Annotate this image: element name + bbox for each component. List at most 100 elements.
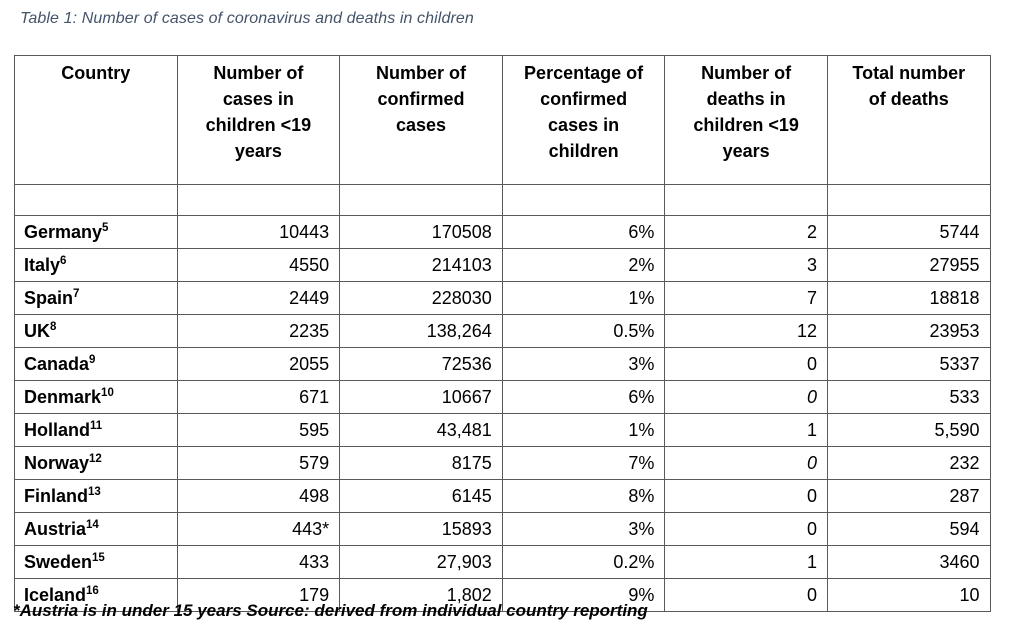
percentage-cell: 8%: [501, 479, 666, 513]
country-cell: Canada9: [14, 347, 178, 381]
cases-in-children-cell: 2449: [176, 281, 341, 315]
cases-in-children-cell: 179: [176, 578, 341, 612]
table-row: Sweden15 433 27,903 0.2% 1 3460: [14, 545, 991, 579]
confirmed-cases-cell: 15893: [339, 512, 503, 546]
deaths-in-children-cell: 0: [664, 446, 828, 480]
reference-superscript: 15: [92, 551, 105, 564]
country-cell: Holland11: [14, 413, 178, 447]
confirmed-cases-cell: 214103: [339, 248, 503, 282]
total-deaths-cell: 5337: [826, 347, 991, 381]
table-row: Austria14 443* 15893 3% 0 594: [14, 512, 991, 546]
col-header-deaths-children: Number of deaths in children <19 years: [664, 55, 828, 185]
country-name: Spain: [24, 287, 74, 308]
deaths-in-children-cell: 0: [664, 380, 828, 414]
total-deaths-cell: 533: [826, 380, 991, 414]
confirmed-cases-cell: 1,802: [339, 578, 503, 612]
country-name: Sweden: [24, 551, 93, 572]
deaths-in-children-cell: 0: [664, 479, 828, 513]
percentage-cell: 3%: [501, 512, 666, 546]
percentage-cell: 0.5%: [501, 314, 666, 348]
country-name: UK: [24, 320, 50, 341]
table-row: Germany5 10443 170508 6% 2 5744: [14, 215, 991, 249]
table-row: UK8 2235 138,264 0.5% 12 23953: [14, 314, 991, 348]
deaths-in-children-cell: 0: [664, 512, 828, 546]
total-deaths-cell: 10: [826, 578, 991, 612]
cases-in-children-cell: 433: [176, 545, 341, 579]
country-cell: Sweden15: [14, 545, 178, 579]
confirmed-cases-cell: 228030: [339, 281, 503, 315]
country-name: Germany: [24, 221, 103, 242]
col-header-confirmed-cases: Number of confirmed cases: [339, 55, 503, 185]
reference-superscript: 8: [50, 320, 57, 333]
reference-superscript: 6: [60, 254, 67, 267]
deaths-in-children-cell: 7: [664, 281, 828, 315]
deaths-in-children-cell: 3: [664, 248, 828, 282]
country-cell: Denmark10: [14, 380, 178, 414]
percentage-cell: 3%: [501, 347, 666, 381]
empty-cell: [14, 184, 178, 216]
deaths-in-children-cell: 0: [664, 578, 828, 612]
country-cell: Norway12: [14, 446, 178, 480]
country-cell: Italy6: [14, 248, 178, 282]
empty-cell: [339, 184, 503, 216]
percentage-cell: 9%: [501, 578, 666, 612]
empty-cell: [826, 184, 991, 216]
country-name: Finland: [24, 485, 88, 506]
total-deaths-cell: 5744: [826, 215, 991, 249]
col-header-country: Country: [14, 55, 178, 185]
country-cell: Iceland16: [14, 578, 178, 612]
cases-in-children-cell: 2235: [176, 314, 341, 348]
reference-superscript: 14: [86, 518, 99, 531]
cases-in-children-cell: 10443: [176, 215, 341, 249]
reference-superscript: 5: [102, 221, 109, 234]
col-header-total-deaths: Total number of deaths: [826, 55, 991, 185]
deaths-in-children-cell: 1: [664, 545, 828, 579]
cases-in-children-cell: 4550: [176, 248, 341, 282]
col-header-cases-children: Number of cases in children <19 years: [176, 55, 341, 185]
percentage-cell: 6%: [501, 380, 666, 414]
total-deaths-cell: 23953: [826, 314, 991, 348]
spacer-row: [14, 184, 991, 216]
total-deaths-cell: 287: [826, 479, 991, 513]
country-name: Denmark: [24, 386, 102, 407]
confirmed-cases-cell: 10667: [339, 380, 503, 414]
country-name: Norway: [24, 452, 90, 473]
cases-in-children-cell: 498: [176, 479, 341, 513]
deaths-in-children-cell: 12: [664, 314, 828, 348]
confirmed-cases-cell: 138,264: [339, 314, 503, 348]
footnote: *Austria is in under 15 years Source: de…: [13, 601, 648, 620]
percentage-cell: 0.2%: [501, 545, 666, 579]
empty-cell: [176, 184, 341, 216]
country-name: Italy: [24, 254, 61, 275]
deaths-in-children-cell: 1: [664, 413, 828, 447]
table-row: Holland11 595 43,481 1% 1 5,590: [14, 413, 991, 447]
total-deaths-cell: 18818: [826, 281, 991, 315]
table-row: Iceland16 179 1,802 9% 0 10: [14, 578, 991, 612]
deaths-in-children-cell: 0: [664, 347, 828, 381]
total-deaths-cell: 3460: [826, 545, 991, 579]
reference-superscript: 16: [86, 584, 99, 597]
country-cell: Finland13: [14, 479, 178, 513]
header-row: Country Number of cases in children <19 …: [14, 55, 991, 185]
country-name: Austria: [24, 518, 87, 539]
reference-superscript: 11: [90, 419, 103, 432]
empty-cell: [664, 184, 828, 216]
cases-deaths-table: Country Number of cases in children <19 …: [14, 55, 991, 612]
country-cell: Spain7: [14, 281, 178, 315]
table-caption: Table 1: Number of cases of coronavirus …: [20, 10, 474, 27]
total-deaths-cell: 5,590: [826, 413, 991, 447]
confirmed-cases-cell: 43,481: [339, 413, 503, 447]
table-body: Germany5 10443 170508 6% 2 5744 Italy6 4550 2141…: [14, 184, 991, 612]
table-row: Norway12 579 8175 7% 0 232: [14, 446, 991, 480]
total-deaths-cell: 232: [826, 446, 991, 480]
table-row: Canada9 2055 72536 3% 0 5337: [14, 347, 991, 381]
confirmed-cases-cell: 170508: [339, 215, 503, 249]
confirmed-cases-cell: 6145: [339, 479, 503, 513]
confirmed-cases-cell: 27,903: [339, 545, 503, 579]
reference-superscript: 7: [73, 287, 80, 300]
reference-superscript: 9: [89, 353, 96, 366]
percentage-cell: 7%: [501, 446, 666, 480]
country-cell: UK8: [14, 314, 178, 348]
cases-in-children-cell: 595: [176, 413, 341, 447]
